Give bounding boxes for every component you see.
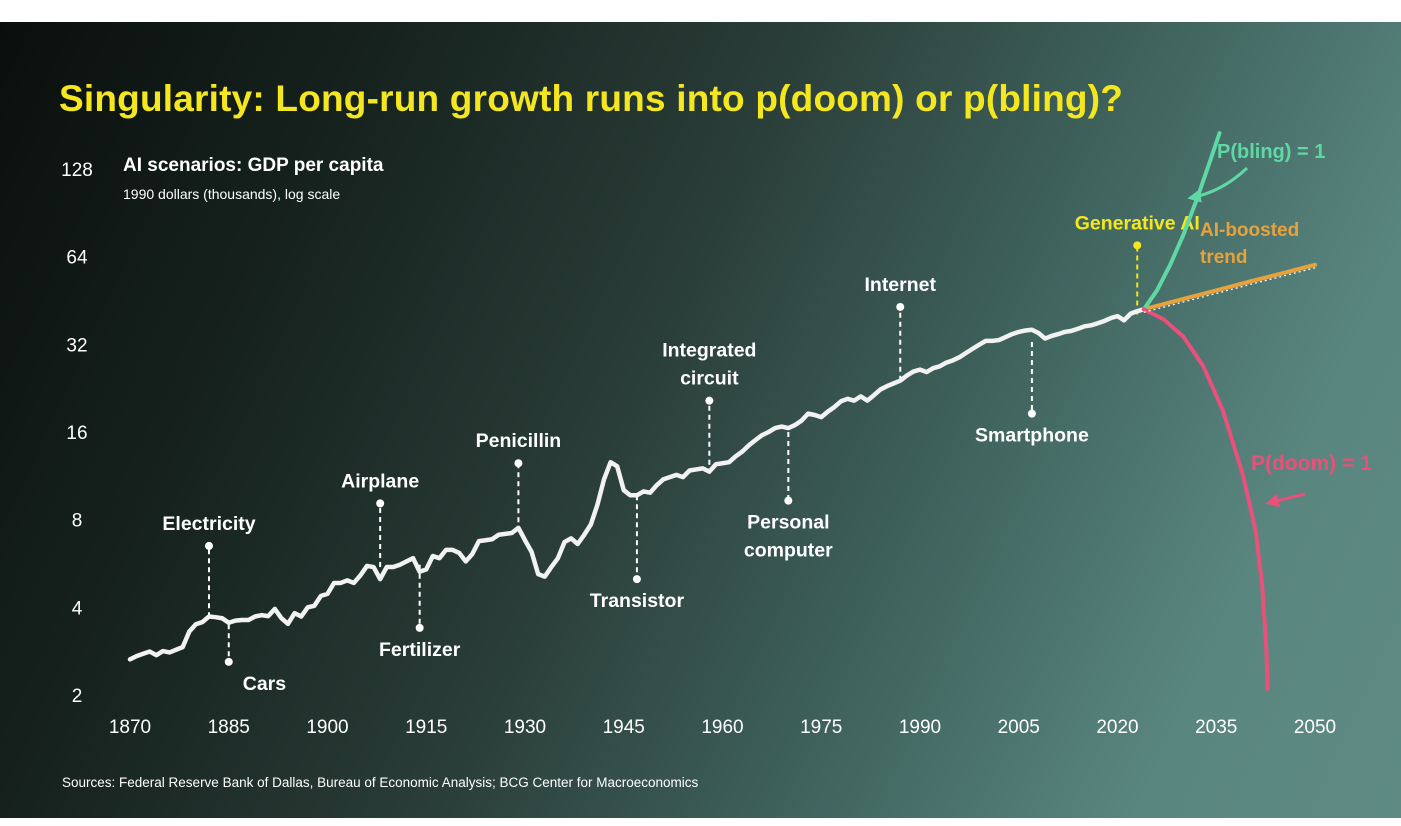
y-tick-label: 32: [66, 335, 87, 356]
x-tick-label: 1900: [306, 717, 348, 738]
annotation-label: Smartphone: [975, 425, 1089, 447]
y-tick-label: 128: [61, 160, 93, 181]
series-line-ai-boosted-trend: [1141, 262, 1317, 312]
x-tick-label: 1960: [701, 717, 743, 738]
y-tick-label: 16: [66, 423, 87, 444]
series-line-doom: [1141, 307, 1270, 691]
annotation-label: Transistor: [590, 590, 685, 612]
annotation-label: Penicillin: [476, 430, 562, 452]
x-tick-label: 2020: [1096, 717, 1138, 738]
x-tick-label: 2005: [998, 717, 1040, 738]
series-label-trend: AI-boosted trend: [1200, 220, 1299, 268]
x-tick-label: 1870: [109, 717, 151, 738]
annotation-dot: [415, 623, 424, 632]
series-line-history: [127, 307, 1147, 662]
bling-arrow: [1187, 166, 1249, 203]
x-tick-label: 1930: [504, 717, 546, 738]
annotation-label: Cars: [243, 673, 287, 695]
annotation-dot: [205, 541, 213, 550]
series-label-doom: P(doom) = 1: [1251, 452, 1372, 475]
annotation-label: Airplane: [341, 470, 419, 492]
annotation-dot: [1027, 409, 1036, 418]
annotation-dot: [376, 499, 385, 508]
gdp-chart: 2 4 8 16 32 64 128 1870 1885 1900 1915 1930 1945 1960…: [61, 131, 1372, 738]
annotation-label: Fertilizer: [379, 639, 461, 661]
annotation-dot: [224, 657, 233, 666]
x-tick-label: 1945: [603, 717, 645, 738]
annotation-dot: [632, 575, 641, 584]
trend-dotted-guide: [1143, 267, 1316, 313]
annotation-dot: [1133, 241, 1142, 250]
annotation-label: Internet: [864, 274, 936, 296]
annotation-dot: [514, 459, 523, 468]
doom-arrow: [1265, 492, 1306, 508]
annotation-dot: [896, 302, 905, 311]
chart-title: AI scenarios: GDP per capita: [123, 155, 384, 176]
x-tick-label: 2035: [1195, 717, 1237, 738]
y-tick-label: 2: [72, 686, 83, 707]
chart-subtitle: 1990 dollars (thousands), log scale: [123, 186, 340, 202]
annotation-label: Generative AI: [1075, 212, 1200, 234]
x-tick-label: 2050: [1294, 717, 1336, 738]
annotation-dot: [784, 496, 793, 505]
annotation-label: Electricity: [162, 513, 255, 535]
annotation-label: Personal computer: [744, 512, 833, 562]
x-tick-label: 1990: [899, 717, 941, 738]
source-note: Sources: Federal Reserve Bank of Dallas,…: [62, 775, 699, 790]
series-label-bling: P(bling) = 1: [1217, 141, 1325, 163]
series-line-bling: [1141, 131, 1222, 312]
x-tick-label: 1915: [405, 717, 447, 738]
y-tick-label: 4: [72, 598, 83, 619]
annotation-dot: [705, 396, 714, 405]
y-tick-label: 8: [72, 511, 83, 532]
x-tick-label: 1885: [208, 717, 250, 738]
headline: Singularity: Long-run growth runs into p…: [59, 78, 1124, 119]
x-tick-label: 1975: [800, 717, 842, 738]
y-tick-label: 64: [66, 248, 88, 269]
annotation-label: Integrated circuit: [662, 340, 756, 390]
chart-slide: Singularity: Long-run growth runs into p…: [0, 22, 1401, 818]
